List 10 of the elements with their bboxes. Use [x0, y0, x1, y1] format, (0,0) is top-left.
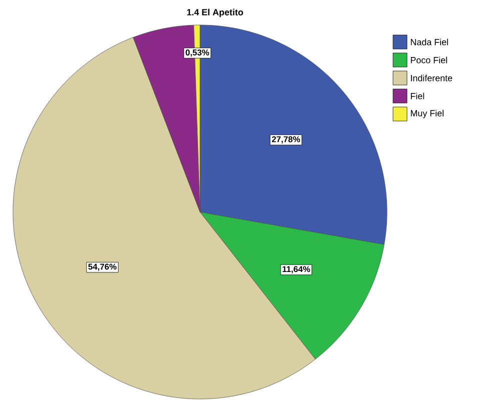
legend-label: Muy Fiel	[410, 110, 444, 118]
legend-label: Nada Fiel	[410, 38, 448, 46]
legend-label: Indiferente	[411, 74, 452, 82]
legend-label: Poco Fiel	[410, 56, 447, 64]
chart-title: 1.4 El Apetito	[187, 8, 244, 18]
data-label: 0,53%	[186, 49, 210, 57]
data-label: 27,78%	[272, 136, 300, 144]
legend-label: Fiel	[410, 92, 424, 100]
data-label: 54,76%	[88, 264, 117, 271]
data-label: 11,64%	[282, 266, 310, 274]
